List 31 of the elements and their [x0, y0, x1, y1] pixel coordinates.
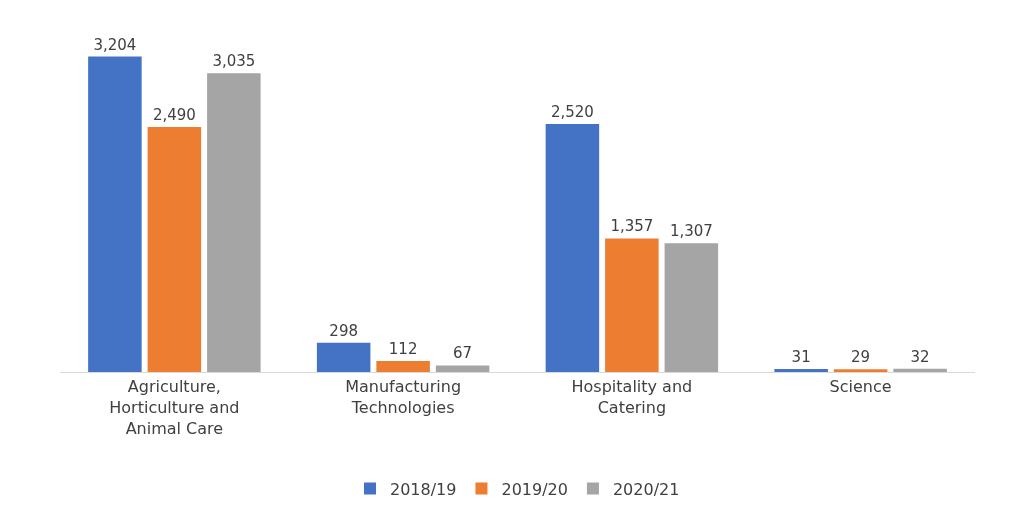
bar — [605, 238, 659, 372]
bar — [435, 365, 490, 372]
x-tick-label: Manufacturing Technologies — [345, 377, 462, 417]
legend-label: 2019/20 — [501, 479, 568, 499]
bar — [774, 368, 828, 372]
x-tick-label: Hospitality and Catering — [571, 377, 693, 417]
bar — [833, 369, 888, 372]
data-label: 2,520 — [550, 102, 594, 121]
x-tick-label: Agriculture, Horticulture and Animal Care — [109, 377, 240, 438]
bar — [207, 73, 261, 372]
data-label: 112 — [388, 339, 418, 358]
legend-label: 2018/19 — [390, 479, 457, 499]
legend-label: 2020/21 — [612, 479, 680, 499]
data-label: 2,490 — [152, 105, 196, 124]
data-label: 31 — [791, 347, 811, 366]
data-label: 1,307 — [669, 222, 713, 241]
data-label: 29 — [851, 348, 871, 367]
data-label: 3,035 — [212, 52, 256, 71]
data-label: 3,204 — [93, 35, 137, 54]
bar — [316, 342, 371, 372]
x-tick-label: Science — [829, 377, 892, 397]
bar — [376, 360, 430, 372]
bar — [147, 126, 202, 372]
bar — [893, 368, 947, 372]
data-label: 32 — [910, 347, 930, 366]
data-label: 67 — [453, 344, 473, 363]
bar — [545, 123, 600, 372]
bar — [664, 243, 719, 372]
bar — [88, 56, 142, 372]
data-label: 1,357 — [610, 217, 654, 236]
data-label: 298 — [329, 321, 358, 340]
